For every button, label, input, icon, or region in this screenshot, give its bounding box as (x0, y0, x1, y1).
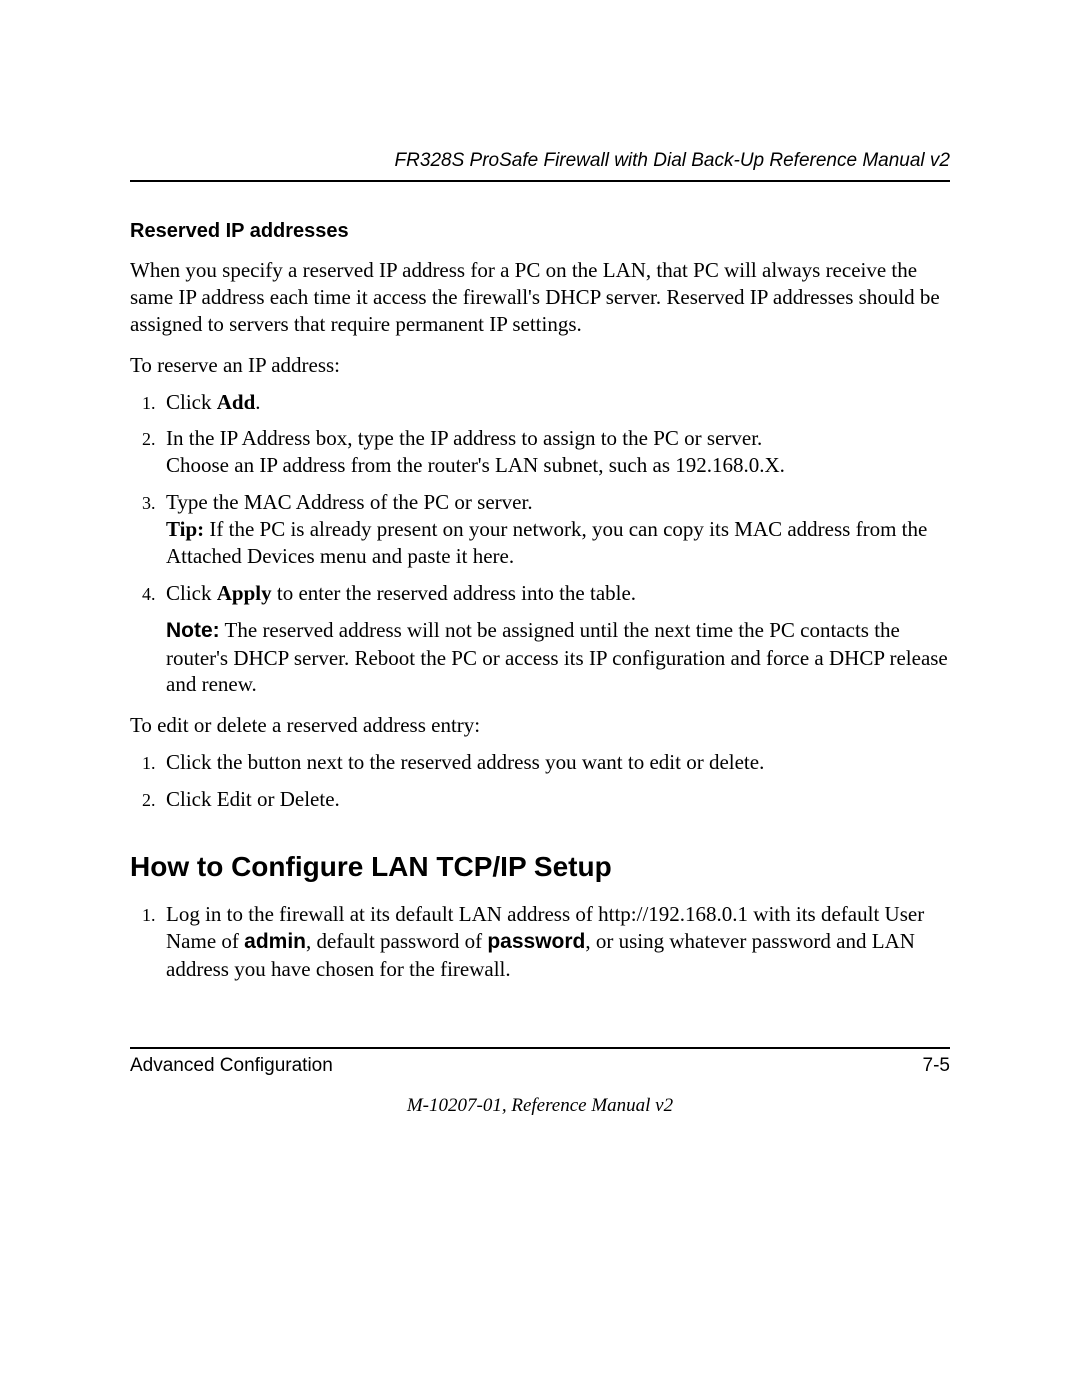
ordered-list-edit: Click the button next to the reserved ad… (130, 749, 950, 813)
list-item: In the IP Address box, type the IP addre… (160, 425, 950, 479)
ordered-list-reserve: Click Add. In the IP Address box, type t… (130, 389, 950, 699)
text: If the PC is already present on your net… (166, 517, 927, 568)
document-page: FR328S ProSafe Firewall with Dial Back-U… (0, 0, 1080, 1397)
paragraph-lead-edit: To edit or delete a reserved address ent… (130, 712, 950, 739)
list-item: Click Add. (160, 389, 950, 416)
text: . (255, 390, 260, 414)
bold-text: Add (217, 390, 256, 414)
note-label: Note: (166, 619, 220, 642)
list-item: Click Edit or Delete. (160, 786, 950, 813)
text: Type the MAC Address of the PC or server… (166, 490, 533, 514)
list-item: Type the MAC Address of the PC or server… (160, 489, 950, 570)
paragraph-lead-reserve: To reserve an IP address: (130, 352, 950, 379)
header-title: FR328S ProSafe Firewall with Dial Back-U… (130, 150, 950, 172)
note-block: Note: The reserved address will not be a… (166, 617, 950, 699)
list-item: Click Apply to enter the reserved addres… (160, 580, 950, 699)
footer-left: Advanced Configuration (130, 1055, 333, 1077)
bold-text: password (487, 930, 585, 953)
text: Click (166, 390, 217, 414)
list-item: Log in to the firewall at its default LA… (160, 901, 950, 983)
text: to enter the reserved address into the t… (272, 581, 636, 605)
text: In the IP Address box, type the IP addre… (166, 426, 762, 450)
header-rule (130, 180, 950, 182)
bold-text: Apply (217, 581, 272, 605)
list-item: Click the button next to the reserved ad… (160, 749, 950, 776)
heading-lan-setup: How to Configure LAN TCP/IP Setup (130, 851, 950, 883)
page-footer: Advanced Configuration 7-5 M-10207-01, R… (130, 1047, 950, 1117)
text: Choose an IP address from the router's L… (166, 453, 785, 477)
footer-right: 7-5 (923, 1055, 950, 1077)
text: , default password of (306, 929, 487, 953)
subheading-reserved-ip: Reserved IP addresses (130, 220, 950, 243)
footer-center: M-10207-01, Reference Manual v2 (130, 1095, 950, 1117)
bold-text: Tip: (166, 517, 204, 541)
note-text: The reserved address will not be assigne… (166, 618, 948, 697)
ordered-list-lan: Log in to the firewall at its default LA… (130, 901, 950, 983)
paragraph-intro: When you specify a reserved IP address f… (130, 257, 950, 338)
bold-text: admin (244, 930, 306, 953)
text: Click (166, 581, 217, 605)
footer-rule (130, 1047, 950, 1049)
